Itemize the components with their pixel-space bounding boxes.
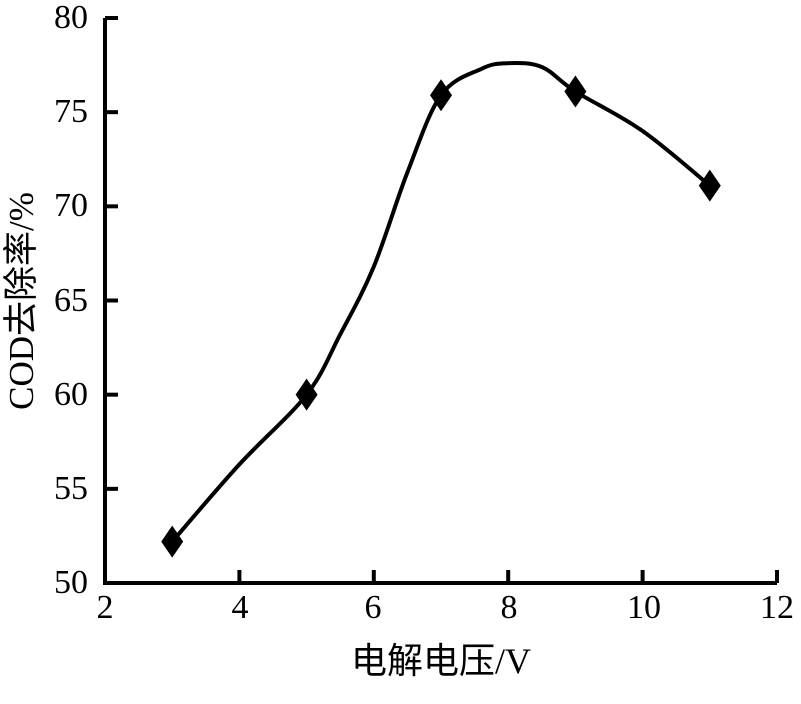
data-point-marker [430, 79, 452, 112]
y-tick-label-75: 75 [54, 93, 88, 130]
data-curve [170, 61, 712, 543]
data-point-marker [161, 525, 184, 558]
x-axis-title: 电解电压/V [350, 641, 531, 681]
x-tick-label-6: 6 [364, 589, 382, 626]
x-tick-label-10: 10 [627, 589, 661, 626]
y-tick-label-50: 50 [54, 564, 88, 601]
x-tick-label-2: 2 [96, 589, 114, 626]
data-point-marker [295, 378, 318, 411]
y-tick-label-55: 55 [54, 470, 88, 507]
y-tick-label-65: 65 [54, 282, 88, 319]
data-point-marker [564, 75, 587, 108]
y-tick-label-60: 60 [54, 376, 88, 413]
data-point-marker [698, 169, 721, 202]
y-axis-title: COD去除率/% [2, 192, 41, 410]
x-tick-label-4: 4 [231, 589, 249, 626]
x-tick-label-12: 12 [760, 589, 794, 626]
y-tick-label-80: 80 [54, 0, 88, 36]
y-tick-label-70: 70 [54, 187, 88, 224]
x-tick-label-8: 8 [500, 589, 518, 626]
